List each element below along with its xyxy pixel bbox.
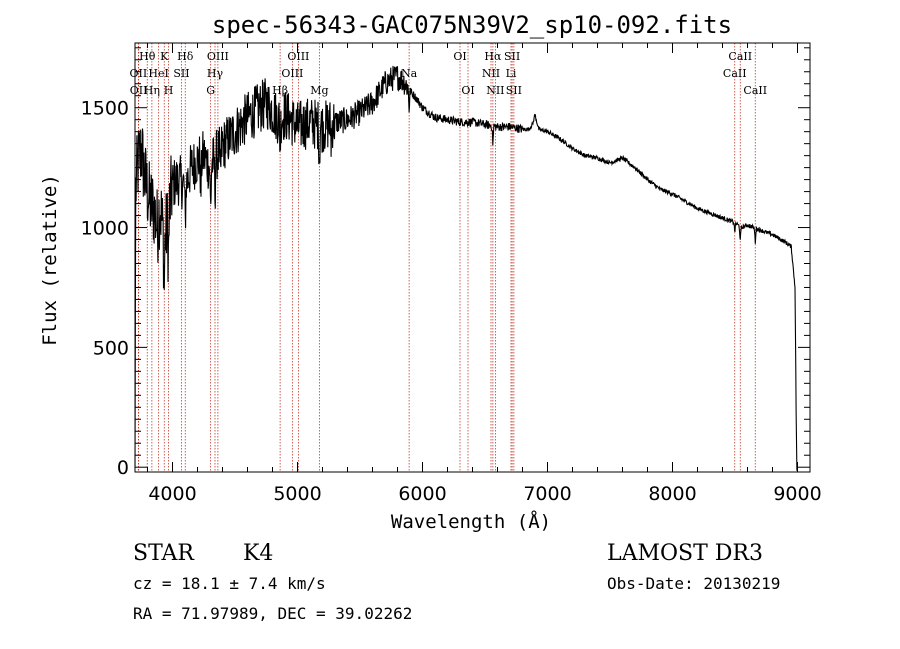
spectral-line-label: OIII — [281, 67, 303, 80]
object-class: STAR — [133, 541, 195, 566]
spectral-line-label: SII — [173, 67, 189, 80]
spectral-line-label: Hδ — [177, 50, 194, 63]
spectral-line-label: Na — [401, 67, 418, 80]
plot-frame — [134, 42, 811, 473]
spectral-line-label: CaII — [743, 84, 767, 97]
spectral-line-label: CaII — [723, 67, 747, 80]
spectral-line-markers — [137, 43, 756, 472]
coordinates: RA = 71.97989, DEC = 39.02262 — [133, 604, 412, 623]
redshift-velocity: cz = 18.1 ± 7.4 km/s — [133, 574, 326, 593]
y-axis-label: Flux (relative) — [39, 174, 61, 346]
x-tick-label: 8000 — [648, 483, 696, 505]
spectral-line-label: HeI — [148, 67, 168, 80]
spectral-line-label: SII — [504, 50, 520, 63]
spectral-line-label: OI — [453, 50, 466, 63]
spectral-line-label: Hα — [484, 50, 502, 63]
spectral-line-label: Li — [506, 67, 517, 80]
y-tick-label: 0 — [117, 457, 129, 479]
x-tick-label: 6000 — [398, 483, 446, 505]
x-axis-ticks: 4000 5000 6000 7000 8000 9000 — [147, 43, 822, 505]
spectral-line-label: OIII — [207, 50, 229, 63]
spectral-line-label: NII — [486, 84, 504, 97]
spectral-line-label: OIII — [287, 50, 309, 63]
x-axis-label: Wavelength (Å) — [391, 510, 551, 533]
x-tick-label: 5000 — [273, 483, 321, 505]
spectral-line-label: CaII — [728, 50, 752, 63]
spectrum-line — [134, 65, 798, 471]
survey-name: LAMOST DR3 — [607, 541, 763, 566]
x-tick-label: 9000 — [773, 483, 821, 505]
spectral-line-label: G — [206, 84, 215, 97]
y-tick-label: 1000 — [81, 218, 129, 240]
y-axis-ticks: 0 500 1000 1500 — [81, 47, 810, 479]
spectral-line-label: NII — [482, 67, 500, 80]
spectral-line-label: OII — [130, 84, 148, 97]
spectral-line-label: OII — [130, 67, 148, 80]
observation-date: Obs-Date: 20130219 — [607, 574, 780, 593]
x-tick-label: 7000 — [523, 483, 571, 505]
spectral-line-label: OI — [461, 84, 474, 97]
chart-title: spec-56343-GAC075N39V2_sp10-092.fits — [212, 11, 732, 39]
spectral-line-label: K — [160, 50, 169, 63]
spectral-line-label: H — [164, 84, 174, 97]
spectral-line-label: Hη — [144, 84, 160, 97]
x-tick-label: 4000 — [148, 483, 196, 505]
spectral-subclass: K4 — [243, 541, 273, 566]
spectral-line-label: Mg — [310, 84, 328, 97]
y-tick-label: 500 — [93, 337, 129, 359]
spectral-line-label: Hγ — [207, 67, 224, 80]
spectral-line-label: SII — [506, 84, 522, 97]
spectral-line-label: Hθ — [139, 50, 156, 63]
y-tick-label: 1500 — [81, 98, 129, 120]
